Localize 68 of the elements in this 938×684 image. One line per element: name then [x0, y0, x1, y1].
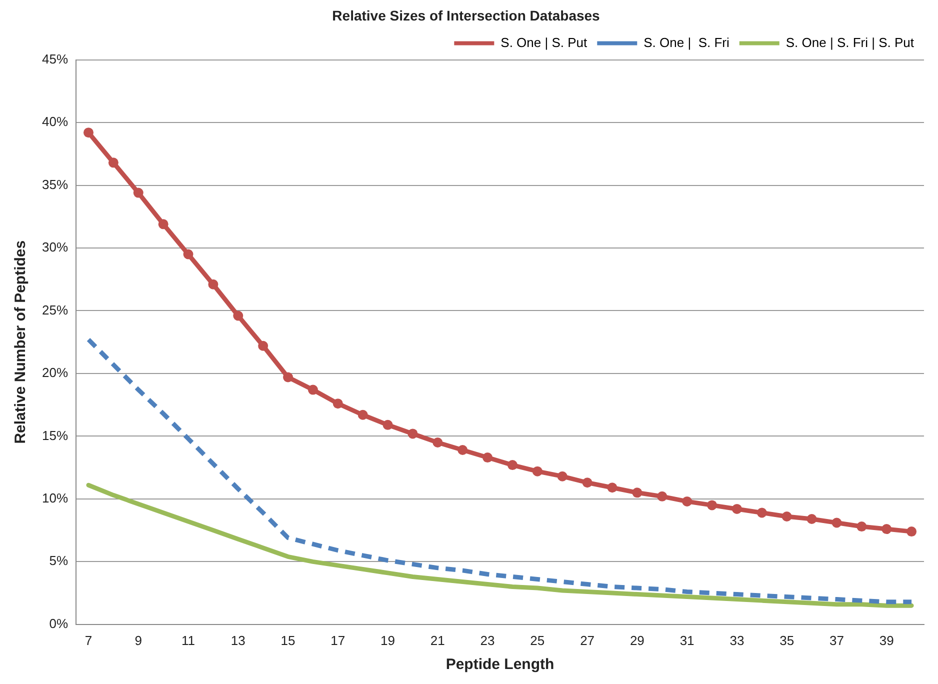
legend-label: S. One | S. Fri [644, 34, 730, 50]
point [732, 504, 742, 514]
y-tick-label: 10% [42, 490, 68, 506]
point [782, 512, 792, 522]
x-tick-label: 9 [134, 632, 142, 648]
x-tick-label: 29 [630, 632, 644, 648]
point [208, 279, 218, 290]
y-tick-label: 20% [42, 365, 68, 380]
x-tick-label: 11 [182, 632, 195, 648]
x-tick-label: 13 [230, 632, 246, 648]
point [158, 219, 168, 230]
point [482, 452, 493, 463]
legend-label: S. One | S. Fri | S. Put [786, 34, 914, 50]
point [133, 188, 144, 198]
y-tick-label: 25% [42, 302, 68, 318]
point [632, 488, 642, 498]
point [657, 491, 668, 502]
x-tick-label: 33 [730, 632, 744, 648]
y-tick-label: 40% [42, 114, 68, 130]
x-tick-label: 19 [380, 632, 396, 648]
y-axis-title: Relative Number of Peptides [12, 240, 30, 444]
point [258, 340, 268, 351]
y-tick-label: 0% [49, 616, 68, 631]
x-tick-label: 31 [680, 632, 694, 648]
y-tick-label: 15% [42, 428, 68, 443]
x-tick-label: 35 [780, 632, 794, 648]
point [283, 372, 294, 382]
point [183, 249, 194, 260]
point [358, 410, 368, 420]
x-tick-label: 23 [480, 632, 495, 648]
point [532, 466, 542, 476]
point [308, 384, 318, 395]
point [557, 471, 568, 482]
point [408, 428, 418, 439]
point [332, 398, 343, 409]
point [906, 526, 917, 537]
x-tick-label: 37 [829, 632, 844, 648]
chart-title: Relative Sizes of Intersection Databases [332, 7, 600, 24]
point [108, 158, 118, 168]
x-tick-label: 21 [430, 632, 445, 648]
x-tick-label: 39 [879, 632, 894, 648]
x-tick-label: 15 [280, 632, 296, 648]
point [882, 524, 892, 534]
point [856, 522, 867, 532]
y-tick-label: 45% [42, 51, 68, 66]
legend-label: S. One | S. Put [500, 34, 588, 50]
line-series [86, 337, 914, 604]
x-tick-label: 27 [580, 632, 595, 648]
point [582, 478, 592, 488]
x-tick-label: 7 [84, 632, 92, 648]
y-tick-label: 35% [42, 176, 68, 192]
point [756, 508, 767, 518]
point [83, 128, 94, 138]
point [233, 310, 244, 321]
point [458, 445, 468, 455]
point [682, 496, 692, 506]
point [607, 482, 618, 493]
point [507, 460, 518, 470]
point [806, 514, 817, 524]
x-axis-title: Peptide Length [446, 656, 554, 674]
y-tick-label: 5% [49, 553, 68, 568]
y-tick-label: 30% [42, 240, 68, 255]
point [832, 518, 842, 528]
x-tick-label: 17 [330, 632, 346, 648]
point [707, 500, 718, 510]
point [432, 437, 443, 448]
x-tick-label: 25 [530, 632, 545, 648]
point [382, 420, 393, 430]
